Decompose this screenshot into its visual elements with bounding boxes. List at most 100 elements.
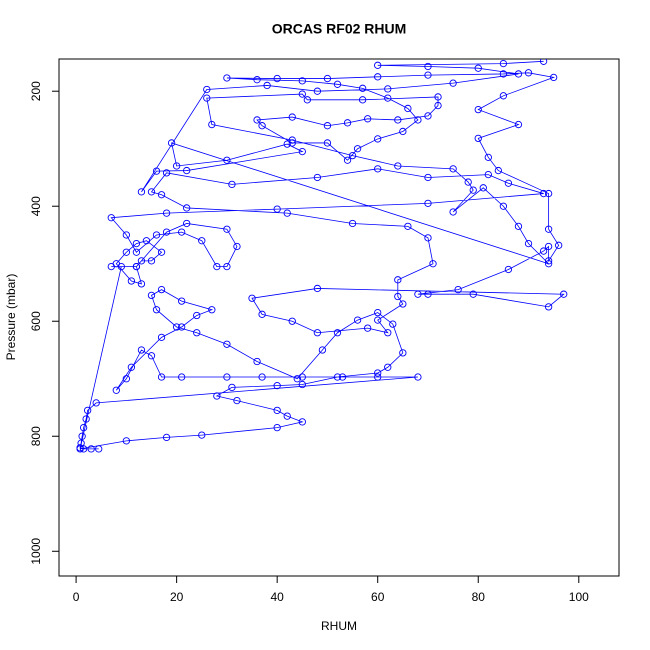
data-point xyxy=(384,94,392,102)
data-point xyxy=(193,329,201,337)
data-point xyxy=(273,423,281,432)
data-point xyxy=(152,231,161,239)
data-point xyxy=(228,383,236,392)
data-point xyxy=(183,219,191,228)
data-point xyxy=(313,173,322,182)
plot-frame xyxy=(58,58,620,577)
data-point xyxy=(539,189,548,198)
data-point xyxy=(424,234,432,242)
data-point xyxy=(358,84,367,92)
data-point xyxy=(76,445,84,453)
data-point xyxy=(404,104,412,113)
data-point xyxy=(348,151,357,160)
data-point xyxy=(193,311,201,320)
data-point xyxy=(223,225,231,233)
data-point xyxy=(152,167,161,175)
data-point xyxy=(544,242,553,251)
data-point xyxy=(484,153,492,161)
data-point xyxy=(524,239,533,248)
x-tick-label: 60 xyxy=(371,590,385,604)
data-point xyxy=(147,257,156,265)
data-point xyxy=(544,260,553,268)
data-point xyxy=(298,380,306,389)
data-point xyxy=(313,284,322,293)
data-point xyxy=(323,122,332,130)
data-point xyxy=(183,166,191,175)
data-point xyxy=(122,248,131,256)
data-point xyxy=(167,139,176,147)
data-point xyxy=(449,208,457,216)
data-point xyxy=(253,76,261,84)
data-point xyxy=(178,323,186,331)
data-point xyxy=(414,373,422,381)
data-point xyxy=(313,329,322,337)
data-point xyxy=(258,373,266,381)
data-point xyxy=(298,77,306,85)
data-point xyxy=(303,96,311,104)
data-point xyxy=(504,265,513,274)
data-point xyxy=(414,116,422,124)
data-point xyxy=(424,199,432,207)
data-point xyxy=(343,156,352,164)
data-point xyxy=(273,381,281,390)
data-point xyxy=(474,134,482,143)
data-point xyxy=(258,122,266,130)
data-point xyxy=(544,189,553,198)
data-point xyxy=(374,165,382,173)
x-tick-label: 0 xyxy=(73,590,80,604)
data-point xyxy=(157,333,166,341)
data-point xyxy=(399,349,407,357)
y-tick-label: 200 xyxy=(29,81,43,101)
data-point xyxy=(223,74,231,82)
data-point xyxy=(474,64,482,72)
data-point xyxy=(353,145,362,153)
data-point xyxy=(434,93,442,101)
data-point xyxy=(374,308,382,317)
data-point xyxy=(283,209,291,217)
data-point xyxy=(479,184,487,192)
data-point xyxy=(132,239,141,248)
data-point xyxy=(137,280,146,288)
data-point xyxy=(142,237,151,245)
data-point xyxy=(223,373,231,381)
data-point xyxy=(364,115,372,123)
data-point xyxy=(499,70,508,78)
data-point xyxy=(152,306,161,314)
data-point xyxy=(273,74,281,83)
data-point xyxy=(539,247,548,255)
data-point xyxy=(203,85,211,94)
y-tick-label: 400 xyxy=(29,196,43,216)
data-point xyxy=(544,257,553,265)
data-point xyxy=(112,386,120,394)
data-point xyxy=(338,373,347,381)
data-point xyxy=(147,352,156,360)
data-point xyxy=(288,113,296,121)
data-point xyxy=(157,248,166,256)
data-point xyxy=(213,392,221,400)
data-point xyxy=(293,375,301,383)
data-point xyxy=(92,399,100,407)
data-point xyxy=(198,431,206,439)
data-point xyxy=(208,306,216,314)
data-point xyxy=(484,170,492,179)
data-point xyxy=(514,222,523,230)
data-point xyxy=(137,257,146,265)
data-point xyxy=(414,290,422,298)
data-point xyxy=(107,214,115,222)
data-point xyxy=(514,70,523,78)
y-tick-label: 600 xyxy=(29,311,43,331)
data-point xyxy=(283,140,291,148)
data-point xyxy=(374,135,382,143)
data-point xyxy=(499,202,508,210)
data-point xyxy=(263,81,271,90)
data-point xyxy=(504,179,513,187)
data-point xyxy=(394,276,402,284)
data-point xyxy=(384,363,392,371)
data-point xyxy=(424,71,432,79)
data-point xyxy=(82,415,90,423)
y-tick-label: 1000 xyxy=(29,538,43,565)
data-point xyxy=(253,357,261,366)
data-point xyxy=(424,112,432,120)
data-point xyxy=(273,205,281,213)
data-point xyxy=(288,139,296,147)
